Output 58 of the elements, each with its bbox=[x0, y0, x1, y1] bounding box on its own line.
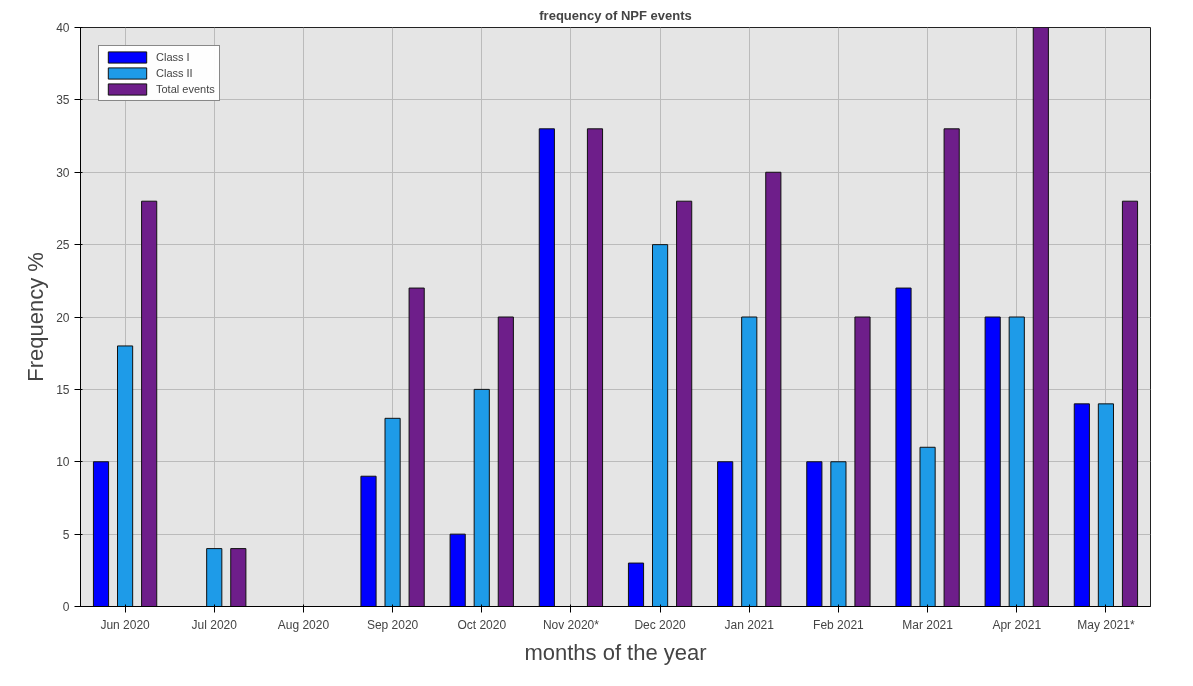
bar bbox=[717, 461, 734, 607]
y-tick-label: 20 bbox=[56, 310, 70, 325]
x-tick-label: May 2021* bbox=[1077, 617, 1135, 632]
bar bbox=[676, 200, 693, 607]
bar bbox=[1121, 200, 1139, 607]
chart-title: frequency of NPF events bbox=[539, 7, 692, 23]
y-tick-label: 10 bbox=[56, 455, 70, 470]
bar bbox=[538, 128, 555, 607]
x-tick-label: Sep 2020 bbox=[366, 617, 419, 632]
bar bbox=[627, 562, 645, 607]
legend-label: Class II bbox=[156, 67, 193, 79]
bar bbox=[206, 548, 223, 607]
bar bbox=[1073, 403, 1090, 607]
y-tick-label: 35 bbox=[56, 93, 70, 108]
bar bbox=[806, 461, 823, 607]
bar bbox=[652, 244, 669, 607]
x-tick-label: Jun 2020 bbox=[100, 617, 151, 632]
bar bbox=[1008, 316, 1025, 607]
bar bbox=[92, 461, 110, 607]
y-tick-label: 15 bbox=[56, 382, 70, 397]
y-tick-label: 30 bbox=[56, 165, 70, 180]
bar bbox=[384, 417, 401, 607]
y-tick-label: 0 bbox=[62, 600, 70, 614]
x-tick-label: Jul 2020 bbox=[191, 617, 238, 632]
bar bbox=[230, 548, 247, 607]
y-tick-label: 5 bbox=[62, 527, 70, 542]
legend-label: Total events bbox=[156, 83, 215, 95]
bar bbox=[830, 461, 847, 607]
x-tick-label: Oct 2020 bbox=[457, 617, 507, 632]
bar bbox=[1097, 403, 1114, 607]
y-tick-label: 25 bbox=[56, 238, 70, 253]
x-axis-title: months of the year bbox=[524, 639, 707, 665]
bar bbox=[943, 128, 960, 607]
x-tick-label: Aug 2020 bbox=[277, 617, 330, 632]
x-tick-label: Feb 2021 bbox=[813, 617, 865, 632]
bar bbox=[919, 446, 936, 607]
bar bbox=[117, 345, 134, 607]
bar bbox=[449, 533, 466, 607]
y-tick-label: 40 bbox=[56, 21, 70, 35]
bar bbox=[765, 171, 782, 607]
legend-label: Class I bbox=[156, 51, 190, 63]
bar bbox=[473, 388, 490, 607]
bar bbox=[895, 287, 912, 607]
bar bbox=[141, 200, 158, 607]
bar bbox=[1032, 27, 1049, 607]
bar bbox=[984, 316, 1001, 607]
x-tick-label: Apr 2021 bbox=[992, 617, 1042, 632]
x-tick-label: Mar 2021 bbox=[902, 617, 954, 632]
x-tick-label: Dec 2020 bbox=[634, 617, 687, 632]
x-tick-label: Jan 2021 bbox=[724, 617, 775, 632]
bar bbox=[360, 475, 377, 607]
y-axis-title: Frequency % bbox=[23, 252, 49, 382]
bar bbox=[854, 316, 871, 607]
bar bbox=[741, 316, 758, 607]
x-tick-label: Nov 2020* bbox=[542, 617, 600, 632]
bar bbox=[586, 128, 604, 607]
bar bbox=[408, 287, 425, 607]
bar bbox=[497, 316, 514, 607]
